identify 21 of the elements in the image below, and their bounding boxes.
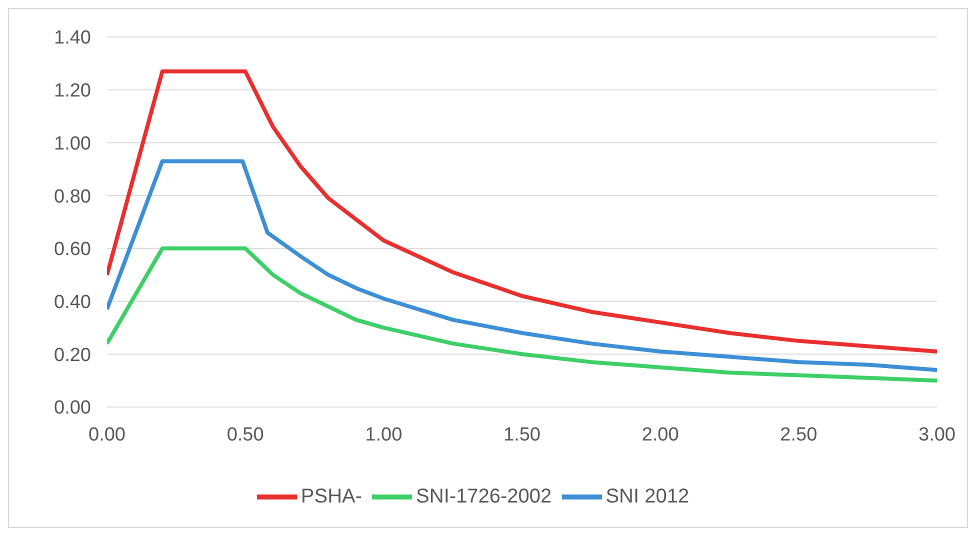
y-tick-label: 1.00 [54,133,91,154]
line-series [107,159,937,372]
y-tick-label: 0.40 [54,292,91,314]
x-tick-label: 2.50 [780,424,818,446]
y-tick-label: 0.80 [54,186,91,208]
x-tick-label: 1.00 [365,424,402,446]
x-tick-label: 0.00 [88,424,126,446]
legend-label: PSHA- [300,485,362,508]
x-tick-label: 3.00 [918,424,956,446]
x-tick-label: 2.00 [642,424,679,446]
legend-label: SNI 2012 [606,485,690,508]
line-series [107,69,937,354]
legend-label: SNI-1726-2002 [416,485,552,508]
y-tick-label: 0.60 [54,239,91,260]
x-tick-label: 0.50 [226,424,264,446]
y-tick-label: 0.20 [54,344,91,366]
x-tick-label: 1.50 [504,424,540,446]
y-tick-label: 1.40 [54,28,91,49]
y-tick-label: 1.20 [54,80,91,102]
line-series [107,246,937,383]
y-tick-label: 0.00 [54,398,91,419]
